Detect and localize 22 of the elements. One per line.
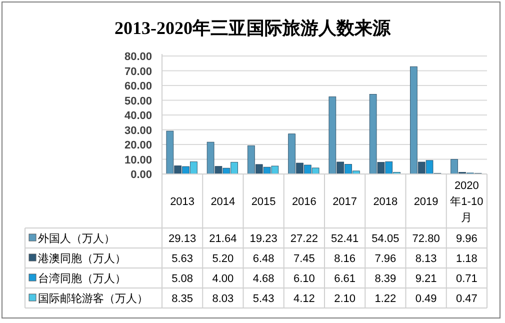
y-tick-label: 30.00 bbox=[124, 124, 152, 137]
legend-label: 外国人（万人） bbox=[38, 233, 115, 245]
y-tick-label: 80.00 bbox=[124, 51, 152, 63]
x-tick-label: 2017 bbox=[332, 196, 358, 208]
y-tick-label: 40.00 bbox=[124, 110, 152, 122]
y-tick-label: 20.00 bbox=[124, 140, 152, 152]
legend-label: 台湾同胞（万人） bbox=[38, 272, 126, 285]
chart-title: 2013-2020年三亚国际旅游人数来源 bbox=[114, 18, 392, 38]
y-tick-label: 50.00 bbox=[124, 95, 152, 108]
legend-label: 港澳同胞（万人） bbox=[38, 252, 126, 265]
y-tick-label: 10.00 bbox=[124, 154, 152, 166]
x-tick-label: 2020年1-10月 bbox=[450, 180, 484, 224]
y-tick-label: 60.00 bbox=[124, 80, 152, 92]
y-tick-label: 0.00 bbox=[130, 169, 152, 181]
x-tick-label: 2013 bbox=[170, 196, 195, 208]
x-tick-label: 2019 bbox=[414, 196, 438, 208]
x-tick-label: 2018 bbox=[373, 196, 398, 208]
y-tick-label: 70.00 bbox=[124, 66, 152, 78]
x-tick-label: 2014 bbox=[210, 196, 236, 208]
legend-label: 国际邮轮游客（万人） bbox=[38, 292, 148, 305]
x-tick-label: 2015 bbox=[251, 196, 276, 208]
x-tick-label: 2016 bbox=[292, 196, 316, 208]
